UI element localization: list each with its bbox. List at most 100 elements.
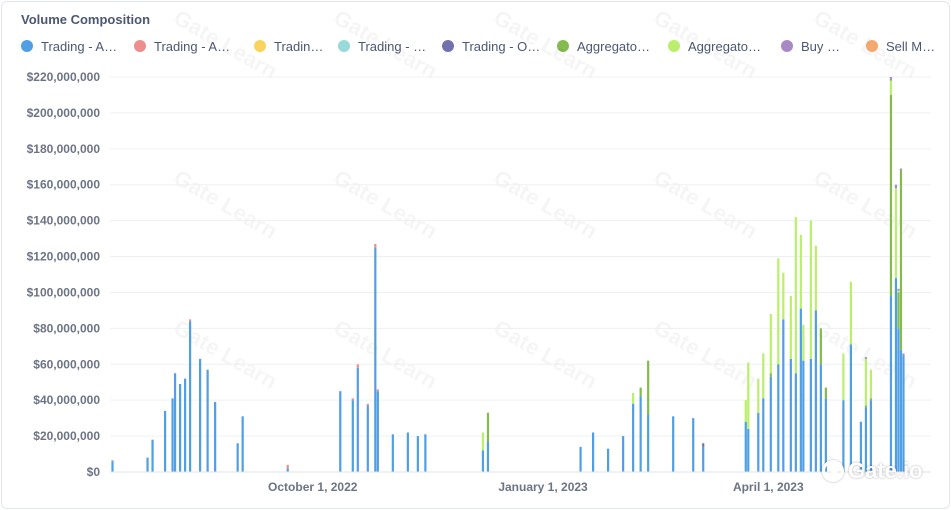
legend-item[interactable]: Buy …	[781, 37, 840, 55]
bar-segment	[769, 314, 772, 374]
x-tick-label: October 1, 2022	[268, 480, 358, 494]
bar-segment	[799, 308, 802, 472]
bar-segment	[859, 421, 863, 472]
bar-segment	[894, 184, 898, 189]
bar-segment	[173, 373, 177, 472]
bar-segment	[286, 464, 289, 469]
legend-swatch	[668, 40, 680, 52]
bar-segment	[692, 418, 695, 472]
bar-segment	[747, 362, 750, 429]
bar-segment	[824, 398, 827, 472]
bar-segment	[286, 468, 289, 472]
legend-swatch	[557, 40, 569, 52]
bar-segment	[406, 432, 409, 472]
bar-segment	[486, 441, 490, 472]
bar-segment	[111, 460, 114, 462]
bar-segment	[814, 245, 817, 311]
bar-segment	[889, 80, 893, 95]
y-tick-label: $60,000,000	[33, 357, 100, 371]
bar-segment	[236, 443, 239, 472]
legend-swatch	[338, 40, 350, 52]
bar-segment	[869, 398, 873, 401]
legend-item[interactable]: Aggregato…	[557, 37, 650, 55]
y-tick-label: $120,000,000	[27, 250, 101, 264]
bar-segment	[376, 389, 379, 392]
bar-segment	[777, 258, 780, 365]
brand-logo: Gate.io	[822, 458, 923, 484]
bar-segment	[894, 278, 898, 472]
bar-segment	[366, 405, 369, 472]
bar-segment	[842, 353, 845, 401]
bar-segment	[902, 355, 905, 472]
legend-swatch	[134, 40, 146, 52]
bar-segment	[481, 450, 485, 472]
bar-segment	[206, 369, 209, 472]
bar-segment	[819, 364, 822, 472]
bar-segment	[864, 358, 868, 406]
watermark-text: Gate Learn	[170, 5, 282, 84]
legend-item[interactable]: Aggregato…	[668, 37, 761, 55]
bar-segment	[183, 378, 187, 472]
bar-segment	[899, 349, 903, 472]
legend-item[interactable]: Trading - A…	[21, 37, 117, 55]
bar-segment	[639, 396, 642, 472]
watermark-text: Gate Learn	[330, 5, 442, 84]
legend-swatch	[781, 40, 793, 52]
bar-segment	[869, 400, 873, 472]
bar-segment	[374, 247, 377, 472]
bar-segment	[178, 384, 182, 472]
bar-segment	[864, 405, 868, 408]
bar-segment	[607, 448, 610, 472]
bar-segment	[864, 407, 868, 472]
bar-segment	[151, 439, 154, 472]
chart-legend: Trading - A… Trading - A… Tradin… Trading -…	[21, 37, 946, 55]
bar-segment	[889, 94, 893, 297]
legend-item[interactable]: Sell M…	[866, 37, 935, 55]
bar-segment	[376, 391, 379, 472]
bar-segment	[416, 436, 419, 472]
bar-segment	[757, 412, 760, 472]
bar-segment	[782, 272, 785, 320]
watermark-text: Gate Learn	[490, 5, 602, 84]
bar-segment	[809, 220, 812, 359]
bar-segment	[902, 353, 905, 356]
bar-segment	[622, 436, 625, 472]
bar-segment	[481, 432, 485, 451]
bar-segment	[769, 376, 772, 472]
bar-segment	[356, 367, 359, 472]
bar-segment	[591, 432, 595, 472]
bar-segment	[171, 398, 174, 472]
bar-segment	[632, 393, 635, 404]
bar-segment	[899, 170, 903, 350]
bar-segment	[899, 168, 903, 171]
watermark-text: Gate Learn	[650, 315, 762, 394]
legend-item[interactable]: Trading - A…	[134, 37, 230, 55]
bar-segment	[897, 292, 900, 329]
legend-item[interactable]: Trading - …	[338, 37, 426, 55]
brand-logo-text: Gate.io	[848, 458, 923, 483]
bar-segment	[849, 281, 852, 345]
bar-segment	[782, 319, 785, 472]
bar-segment	[702, 446, 705, 472]
y-tick-label: $220,000,000	[27, 70, 101, 84]
bar-segment	[189, 319, 192, 322]
bar-segment	[809, 358, 812, 472]
bar-segment	[391, 434, 394, 472]
y-tick-label: $40,000,000	[33, 393, 100, 407]
legend-swatch	[21, 40, 33, 52]
legend-swatch	[254, 40, 266, 52]
legend-item[interactable]: Trading - O…	[442, 37, 540, 55]
bar-segment	[897, 288, 900, 291]
watermark-text: Gate Learn	[490, 165, 602, 244]
watermark-text: Gate Learn	[330, 165, 442, 244]
bar-segment	[814, 310, 817, 472]
y-tick-label: $0	[87, 465, 101, 479]
x-tick-label: January 1, 2023	[498, 480, 588, 494]
bar-segment	[889, 296, 893, 472]
bar-segment	[757, 378, 760, 413]
x-tick-label: April 1, 2023	[733, 480, 804, 494]
bar-segment	[189, 321, 192, 472]
bar-segment	[864, 357, 868, 359]
legend-item[interactable]: Tradin…	[254, 37, 323, 55]
